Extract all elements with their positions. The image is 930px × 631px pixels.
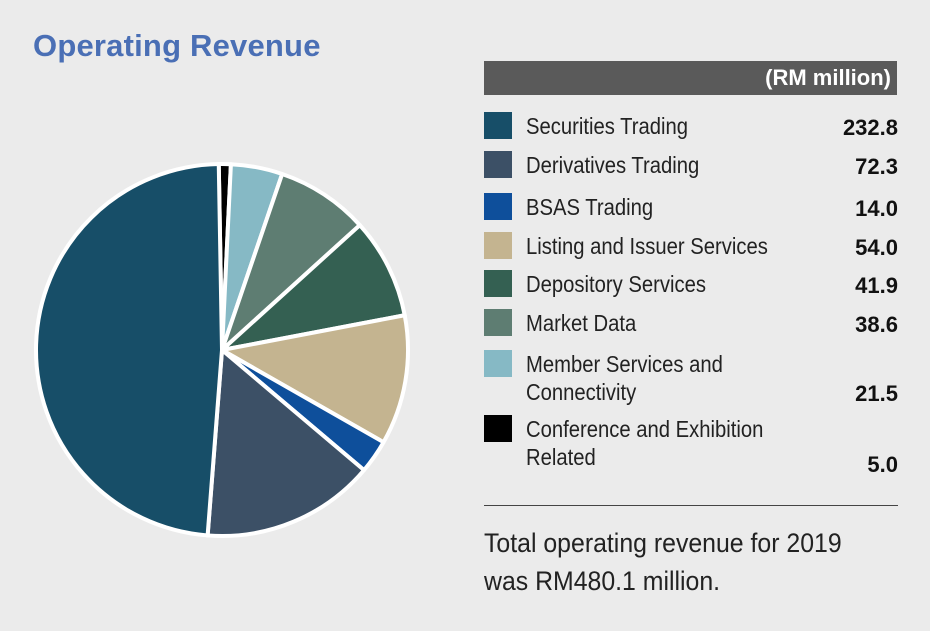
legend-label: Securities Trading <box>526 113 689 139</box>
legend-value: 232.8 <box>842 115 898 140</box>
legend-swatch <box>484 350 512 377</box>
pie-slice-derivatives-trading <box>205 348 367 538</box>
pie-slice-securities-trading <box>34 162 224 538</box>
legend-swatch <box>484 309 512 336</box>
legend-label-line2: Related <box>526 444 596 470</box>
table-header-unit: (RM million) <box>484 61 897 95</box>
legend-value: 21.5 <box>855 381 898 406</box>
legend-swatch <box>484 270 512 297</box>
footnote-line-2: was RM480.1 million. <box>484 566 721 596</box>
legend-label-line2: Connectivity <box>526 379 637 405</box>
legend-value: 5.0 <box>867 452 898 477</box>
legend-label: BSAS Trading <box>526 194 654 220</box>
page-title: Operating Revenue <box>33 28 321 63</box>
footnote: Total operating revenue for 2019 was RM4… <box>484 524 842 600</box>
legend-swatch <box>484 415 512 442</box>
divider <box>484 505 898 506</box>
legend-label-line1: Conference and Exhibition <box>526 416 764 442</box>
legend-value: 72.3 <box>855 154 898 179</box>
pie-chart <box>34 162 410 538</box>
legend-label: Depository Services <box>526 271 706 297</box>
legend-label: Derivatives Trading <box>526 152 700 178</box>
legend-value: 38.6 <box>855 312 898 337</box>
legend-swatch <box>484 112 512 139</box>
legend-swatch <box>484 151 512 178</box>
legend-swatch <box>484 232 512 259</box>
legend-value: 41.9 <box>855 273 898 298</box>
legend-value: 54.0 <box>855 235 898 260</box>
legend-label-line1: Member Services and <box>526 351 723 377</box>
footnote-line-1: Total operating revenue for 2019 <box>484 528 842 558</box>
legend-label: Listing and Issuer Services <box>526 233 768 259</box>
legend-label: Market Data <box>526 310 637 336</box>
pie-slice-listing-and-issuer-services <box>220 313 410 445</box>
legend-swatch <box>484 193 512 220</box>
legend-value: 14.0 <box>855 196 898 221</box>
